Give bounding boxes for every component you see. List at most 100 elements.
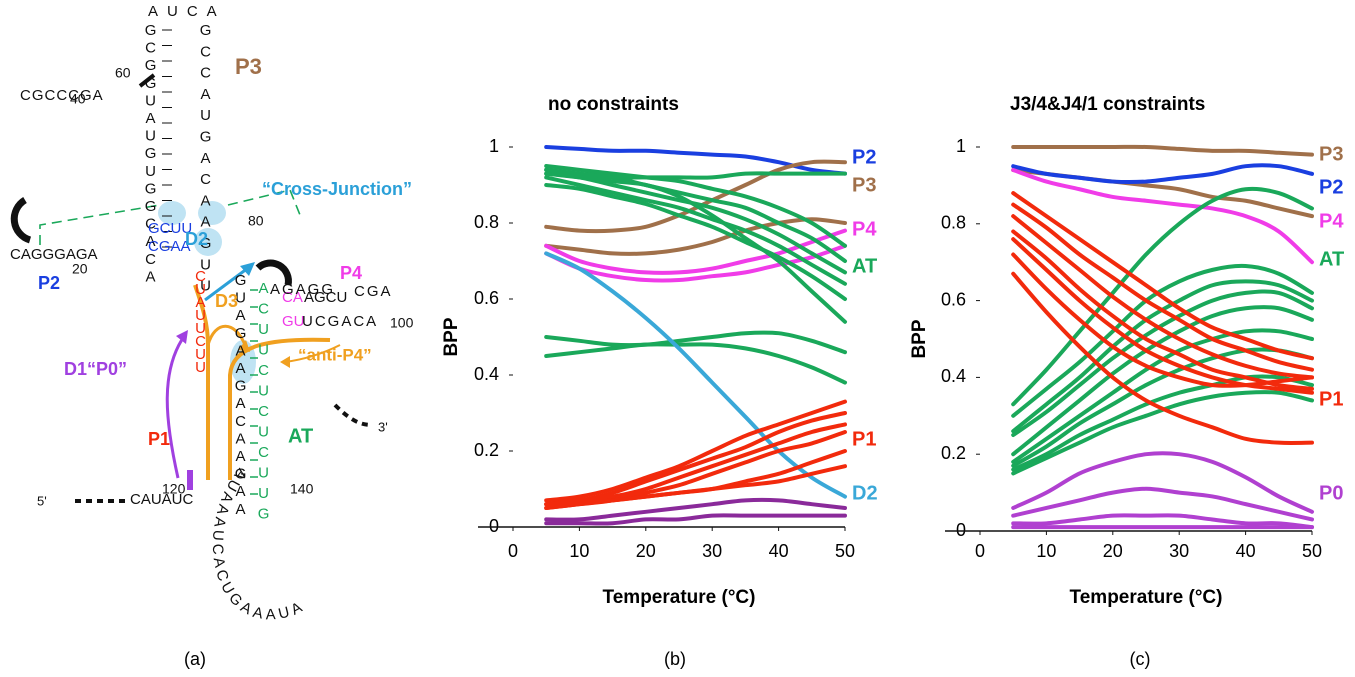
x-tick-label: 40 [769, 541, 789, 561]
nucleotides: CA [282, 289, 303, 306]
chart-title: no constraints [548, 94, 679, 115]
series-line [1011, 168, 1314, 265]
nucleotides: GCGGUAUGUGGCACA [142, 22, 159, 286]
series-label: P4 [1319, 210, 1344, 232]
series-line [1011, 202, 1314, 372]
nucleotides: CGA [354, 283, 393, 300]
diagram-label: P2 [38, 273, 60, 293]
nucleotides: CAUAUC [130, 491, 194, 508]
series-label: P2 [1319, 176, 1343, 198]
series-line [544, 399, 847, 503]
nucleotides: CAGGGAGA [10, 246, 98, 263]
x-tick-label: 20 [636, 541, 656, 561]
series-line [544, 422, 847, 507]
loop-arc [10, 196, 32, 244]
position-number: 40 [70, 91, 86, 107]
y-tick-label: 0.4 [941, 366, 966, 386]
caption: (b) [664, 649, 686, 669]
y-tick-label: 0 [489, 516, 499, 536]
diagram-label: P4 [340, 263, 362, 283]
x-tick-label: 20 [1103, 541, 1123, 561]
x-tick-label: 0 [975, 541, 985, 561]
series-line [544, 183, 847, 301]
series-line [1011, 186, 1314, 407]
series-line [544, 159, 847, 234]
nucleotides: CUAUUCUU [192, 268, 209, 372]
arrow [206, 324, 247, 346]
diagram-label: P3 [235, 54, 262, 79]
highlight [158, 201, 186, 225]
series-line [544, 217, 847, 256]
y-tick-label: 0.8 [474, 212, 499, 232]
series-label: P3 [852, 174, 876, 196]
nucleotides: ACUUCUCUCUUG [255, 280, 272, 526]
y-tick-label: 0.2 [474, 440, 499, 460]
series-line [1011, 191, 1314, 361]
position-number: 20 [72, 261, 88, 277]
nucleotides: GUAGAAGACAAGAA [232, 272, 249, 518]
caption: (a) [184, 649, 206, 669]
nucleotides: GU [282, 313, 305, 330]
series-line [544, 330, 847, 355]
diagram-label: D3 [215, 291, 238, 311]
x-tick-label: 50 [1302, 541, 1322, 561]
series-line [1011, 252, 1314, 388]
diagram-label: “Cross-Junction” [262, 179, 412, 199]
nucleotides: AUCA [148, 3, 226, 20]
series-line [544, 251, 847, 499]
series-line [544, 175, 847, 286]
charts: no constraints BPP Temperature (°C) 0 0.2 0.4… [441, 94, 1344, 608]
series-label: P2 [852, 146, 876, 168]
series-label: D2 [852, 482, 878, 504]
x-tick-label: 30 [702, 541, 722, 561]
diagram-label: P1 [148, 429, 170, 449]
chart: J3/4&J4/1 constraints BPP Temperature (°C)… [909, 94, 1344, 608]
series-line [1011, 374, 1314, 472]
series-line [544, 243, 847, 283]
base-pair-dashes [162, 29, 258, 495]
y-tick-label: 0.8 [941, 213, 966, 233]
series-line [544, 164, 847, 248]
y-axis-label: BPP [909, 319, 930, 358]
series-line [1011, 305, 1314, 457]
diagram: AUCA GCGGUAUGUGGCACA GCCAUGACAAGUU CGCCCGA G… [10, 3, 414, 623]
series-line [544, 167, 847, 180]
diagram-label: 3' [378, 419, 388, 434]
series-line [544, 171, 847, 324]
loop-arc [255, 259, 292, 286]
nucleotides: UCGACA [302, 313, 378, 330]
series-line [544, 513, 847, 526]
diagram-label: AT [288, 425, 313, 447]
series-line [1011, 513, 1314, 530]
diagram-label: “anti-P4” [298, 345, 372, 364]
nucleotides: AGCU [304, 289, 347, 306]
highlight [194, 228, 222, 256]
position-number: 60 [115, 65, 131, 81]
tick-line [138, 73, 156, 88]
y-tick-label: 1 [489, 136, 499, 156]
series-line [544, 342, 847, 385]
arrow [228, 337, 331, 480]
x-axis-label: Temperature (°C) [603, 587, 756, 608]
position-number: 80 [248, 213, 264, 229]
y-tick-label: 0.6 [941, 289, 966, 309]
position-number: 100 [390, 315, 414, 331]
y-tick-label: 0.6 [474, 288, 499, 308]
x-tick-label: 30 [1169, 541, 1189, 561]
series-line [1011, 271, 1314, 445]
x-tick-label: 10 [1036, 541, 1056, 561]
x-tick-label: 40 [1236, 541, 1256, 561]
arrowhead [240, 262, 255, 276]
series-line [1011, 263, 1314, 418]
diagram-shapes [10, 73, 373, 503]
arrowhead [280, 356, 290, 368]
caption: (c) [1130, 649, 1151, 669]
diagram-label: D1“P0” [64, 359, 127, 379]
x-axis-label: Temperature (°C) [1070, 587, 1223, 608]
series-line [1011, 289, 1314, 437]
series-line [1011, 486, 1314, 522]
dashed-box [39, 189, 301, 245]
series-line [1011, 144, 1314, 157]
series-label: AT [1319, 248, 1344, 270]
